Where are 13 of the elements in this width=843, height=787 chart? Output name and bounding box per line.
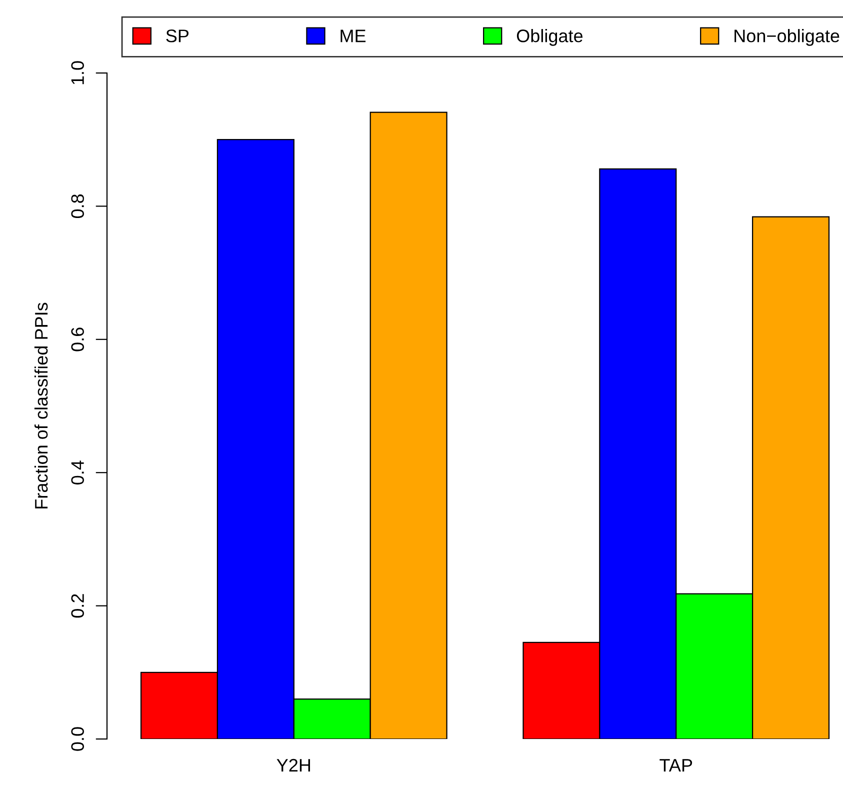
legend-label: Non−obligate [734,29,840,46]
y-tick-label: 1.0 [71,61,84,84]
x-tick-label: Y2H [276,758,310,772]
legend-label: Obligate [516,29,583,46]
y-tick-label: 0.2 [71,594,84,618]
y-tick-label: 0.0 [71,727,84,751]
legend-label: ME [340,30,366,42]
y-axis-title: Fraction of classified PPIs [34,302,48,508]
y-tick-label: 0.8 [71,194,84,218]
y-tick-label: 0.4 [71,460,84,484]
legend-label: SP [166,30,188,42]
x-tick-label: TAP [660,759,692,772]
y-tick-label: 0.6 [71,328,84,352]
